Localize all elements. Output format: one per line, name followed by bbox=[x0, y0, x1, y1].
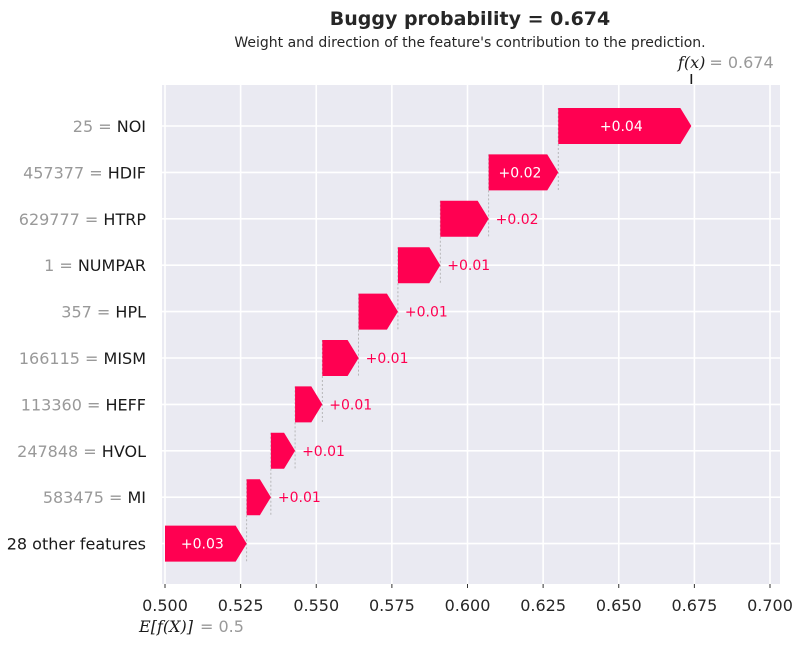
bar bbox=[165, 525, 247, 562]
bar-value-label: +0.01 bbox=[366, 351, 409, 367]
x-tick-label: 0.575 bbox=[369, 596, 415, 615]
bar-labels: +0.04 +0.02 +0.02 +0.01 +0.01 +0.01 +0.01 +0.01… bbox=[181, 119, 643, 553]
x-tick-label: 0.700 bbox=[747, 596, 793, 615]
x-tick-label: 0.500 bbox=[142, 596, 188, 615]
x-tick-label: 0.550 bbox=[293, 596, 339, 615]
feature-label: 25 = NOI bbox=[73, 117, 146, 136]
bar-value-label: +0.01 bbox=[302, 444, 345, 460]
feature-label: 357 = HPL bbox=[61, 303, 146, 322]
bar bbox=[270, 432, 296, 469]
base-value-marker: E[f(X)] = 0.5 bbox=[138, 617, 244, 636]
x-tick-label: 0.625 bbox=[520, 596, 566, 615]
bar bbox=[322, 340, 359, 376]
chart-subtitle: Weight and direction of the feature's co… bbox=[234, 35, 705, 51]
bar-value-label: +0.02 bbox=[496, 212, 539, 228]
feature-label: 583475 = MI bbox=[43, 488, 146, 507]
final-value-text: = 0.674 bbox=[709, 53, 773, 72]
feature-label: 247848 = HVOL bbox=[17, 442, 146, 461]
bar bbox=[558, 108, 692, 144]
final-value-symbol: f(x) bbox=[677, 53, 705, 72]
chart-title: Buggy probability = 0.674 bbox=[330, 8, 611, 30]
x-tick-label: 0.600 bbox=[445, 596, 491, 615]
bar-value-label: +0.01 bbox=[447, 258, 490, 274]
x-tick-label: 0.675 bbox=[671, 596, 717, 615]
bar-value-label: +0.01 bbox=[329, 397, 372, 413]
x-tick-label: 0.650 bbox=[596, 596, 642, 615]
bar-value-label: +0.01 bbox=[278, 490, 321, 506]
feature-label: 457377 = HDIF bbox=[23, 163, 146, 182]
base-value-symbol: E[f(X)] bbox=[138, 617, 194, 636]
feature-label: 629777 = HTRP bbox=[19, 210, 147, 229]
feature-label: 1 = NUMPAR bbox=[44, 256, 146, 275]
bar-value-label: +0.03 bbox=[181, 537, 224, 553]
feature-label: 166115 = MISM bbox=[19, 349, 146, 368]
bar bbox=[358, 293, 398, 330]
bar bbox=[440, 200, 489, 237]
feature-label: 28 other features bbox=[7, 535, 146, 554]
x-tick-label: 0.525 bbox=[218, 596, 264, 615]
bar-value-label: +0.04 bbox=[600, 119, 643, 135]
bar-value-label: +0.01 bbox=[405, 305, 448, 321]
bar bbox=[246, 479, 271, 516]
final-value-marker: f(x) = 0.674 bbox=[677, 53, 774, 84]
bar bbox=[295, 386, 323, 423]
base-value-text: = 0.5 bbox=[200, 617, 244, 636]
bar-value-label: +0.02 bbox=[499, 165, 542, 181]
feature-label: 113360 = HEFF bbox=[21, 395, 146, 414]
bar bbox=[488, 154, 559, 191]
feature-labels: 25 = NOI 457377 = HDIF 629777 = HTRP 1 = NU… bbox=[7, 117, 147, 554]
bar bbox=[397, 247, 441, 284]
bars bbox=[165, 108, 692, 562]
x-tick-labels: 0.500 0.525 0.550 0.575 0.600 0.625 0.650 0.675… bbox=[142, 584, 793, 615]
